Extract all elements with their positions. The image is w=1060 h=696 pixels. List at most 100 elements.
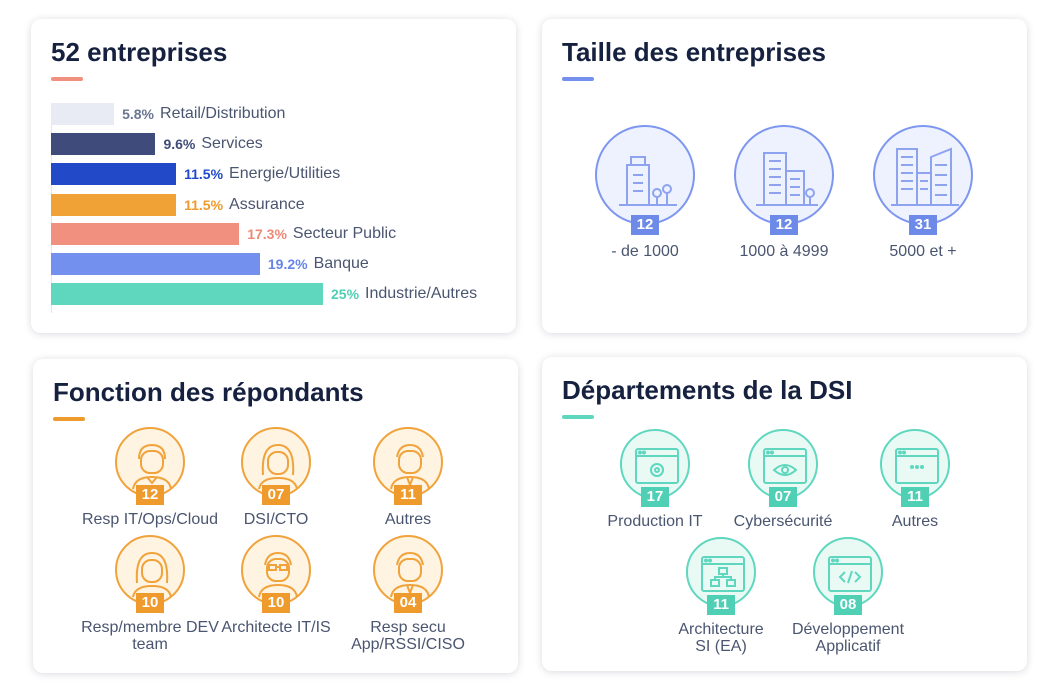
- code-window-icon: [828, 556, 872, 592]
- bar: [51, 223, 240, 245]
- bar: [51, 283, 323, 305]
- bar-label: Assurance: [229, 196, 305, 213]
- circle: 12: [734, 125, 834, 235]
- size-item: 12 - de 1000: [570, 125, 720, 260]
- circle: 11: [373, 427, 443, 505]
- size-label: - de 1000: [611, 243, 679, 260]
- bar-label: Industrie/Autres: [365, 285, 478, 302]
- large-buildings-icon: [891, 147, 959, 206]
- role-label: Autres: [384, 511, 432, 528]
- count-badge: 31: [909, 215, 937, 235]
- role-item: 12 Resp IT/Ops/Cloud: [75, 427, 225, 528]
- count-badge: 12: [631, 215, 659, 235]
- role-label: DSI/CTO: [243, 511, 309, 528]
- bar-row: 11.5% Energie/Utilities: [51, 163, 511, 185]
- count-badge: 12: [770, 215, 798, 235]
- count-badge: 11: [707, 595, 735, 615]
- department-item: 11 Autres: [840, 429, 990, 530]
- man-avatar-icon: [132, 443, 172, 490]
- department-item: 17 Production IT: [580, 429, 730, 530]
- circle: 12: [595, 125, 695, 235]
- eye-window-icon: [763, 448, 807, 484]
- department-label: Architecture SI (EA): [678, 621, 764, 655]
- companies-title: 52 entreprises: [51, 37, 228, 67]
- company-size-card: Taille des entreprises 12 - de 1000 1: [542, 19, 1027, 333]
- bar: [51, 103, 115, 125]
- it-departments-title-underline: [562, 415, 594, 419]
- company-size-title: Taille des entreprises: [562, 37, 826, 67]
- bar-row: 11.5% Assurance: [51, 194, 511, 216]
- role-item: 10 Architecte IT/IS: [201, 535, 351, 636]
- respondent-roles-card: Fonction des répondants 12 Resp IT/Ops/C…: [33, 359, 518, 673]
- circle: 31: [873, 125, 973, 235]
- network-window-icon: [701, 556, 745, 592]
- it-departments-title: Départements de la DSI: [562, 375, 853, 405]
- bar-percent: 5.8%: [122, 106, 155, 122]
- count-badge: 10: [262, 593, 290, 613]
- role-label: Resp secu App/RSSI/CISO: [351, 619, 465, 653]
- dots-window-icon: [895, 448, 939, 484]
- department-label: Production IT: [607, 513, 703, 530]
- bar: [51, 194, 177, 216]
- count-badge: 07: [769, 487, 797, 507]
- respondent-roles-title-underline: [53, 417, 85, 421]
- bar-row: 17.3% Secteur Public: [51, 223, 511, 245]
- small-building-icon: [619, 156, 677, 206]
- bar-label: Services: [201, 135, 263, 152]
- role-item: 04 Resp secu App/RSSI/CISO: [333, 535, 483, 653]
- role-label: Architecte IT/IS: [221, 619, 331, 636]
- role-label: Resp/membre DEV team: [81, 619, 219, 653]
- role-item: 11 Autres: [333, 427, 483, 528]
- department-label: Cybersécurité: [733, 513, 833, 530]
- gear-window-icon: [635, 448, 679, 484]
- count-badge: 11: [394, 485, 422, 505]
- circle: 07: [748, 429, 818, 507]
- bar-percent: 9.6%: [163, 136, 196, 152]
- man-avatar-icon: [390, 443, 430, 490]
- companies-title-underline: [51, 77, 83, 81]
- circle: 10: [241, 535, 311, 613]
- count-badge: 08: [834, 595, 862, 615]
- department-label: Autres: [891, 513, 939, 530]
- it-departments-card: Départements de la DSI 17 Production IT …: [542, 357, 1027, 671]
- bar-label: Energie/Utilities: [229, 165, 341, 182]
- bar: [51, 163, 177, 185]
- circle: 12: [115, 427, 185, 505]
- bar-label: Banque: [313, 255, 369, 272]
- bar-row: 25% Industrie/Autres: [51, 283, 511, 305]
- bar-percent: 11.5%: [184, 166, 224, 182]
- bar-row: 19.2% Banque: [51, 253, 511, 275]
- bar-percent: 17.3%: [247, 226, 287, 242]
- circle: 10: [115, 535, 185, 613]
- circle: 07: [241, 427, 311, 505]
- woman-avatar-icon: [132, 551, 172, 598]
- bar: [51, 133, 156, 155]
- size-label: 5000 et +: [889, 243, 957, 260]
- role-item: 07 DSI/CTO: [201, 427, 351, 528]
- size-item: 31 5000 et +: [848, 125, 998, 260]
- circle: 17: [620, 429, 690, 507]
- medium-buildings-icon: [756, 152, 818, 206]
- companies-card: 52 entreprises 5.8% Retail/Distribution …: [31, 19, 516, 333]
- department-item: 07 Cybersécurité: [708, 429, 858, 530]
- woman-avatar-icon: [258, 443, 298, 490]
- role-label: Resp IT/Ops/Cloud: [81, 511, 219, 528]
- bar-percent: 25%: [331, 286, 360, 302]
- bar-label: Retail/Distribution: [160, 105, 286, 122]
- circle: 11: [880, 429, 950, 507]
- count-badge: 11: [901, 487, 929, 507]
- circle: 04: [373, 535, 443, 613]
- circle: 08: [813, 537, 883, 615]
- department-item: 08 Développement Applicatif: [773, 537, 923, 655]
- size-label: 1000 à 4999: [739, 243, 829, 260]
- count-badge: 07: [262, 485, 290, 505]
- bar-row: 5.8% Retail/Distribution: [51, 103, 511, 125]
- circle: 11: [686, 537, 756, 615]
- bar-label: Secteur Public: [292, 225, 397, 242]
- bar-row: 9.6% Services: [51, 133, 511, 155]
- respondent-roles-title: Fonction des répondants: [53, 377, 364, 407]
- bar: [51, 253, 260, 275]
- company-size-title-underline: [562, 77, 594, 81]
- count-badge: 04: [394, 593, 422, 613]
- bar-percent: 19.2%: [267, 256, 308, 272]
